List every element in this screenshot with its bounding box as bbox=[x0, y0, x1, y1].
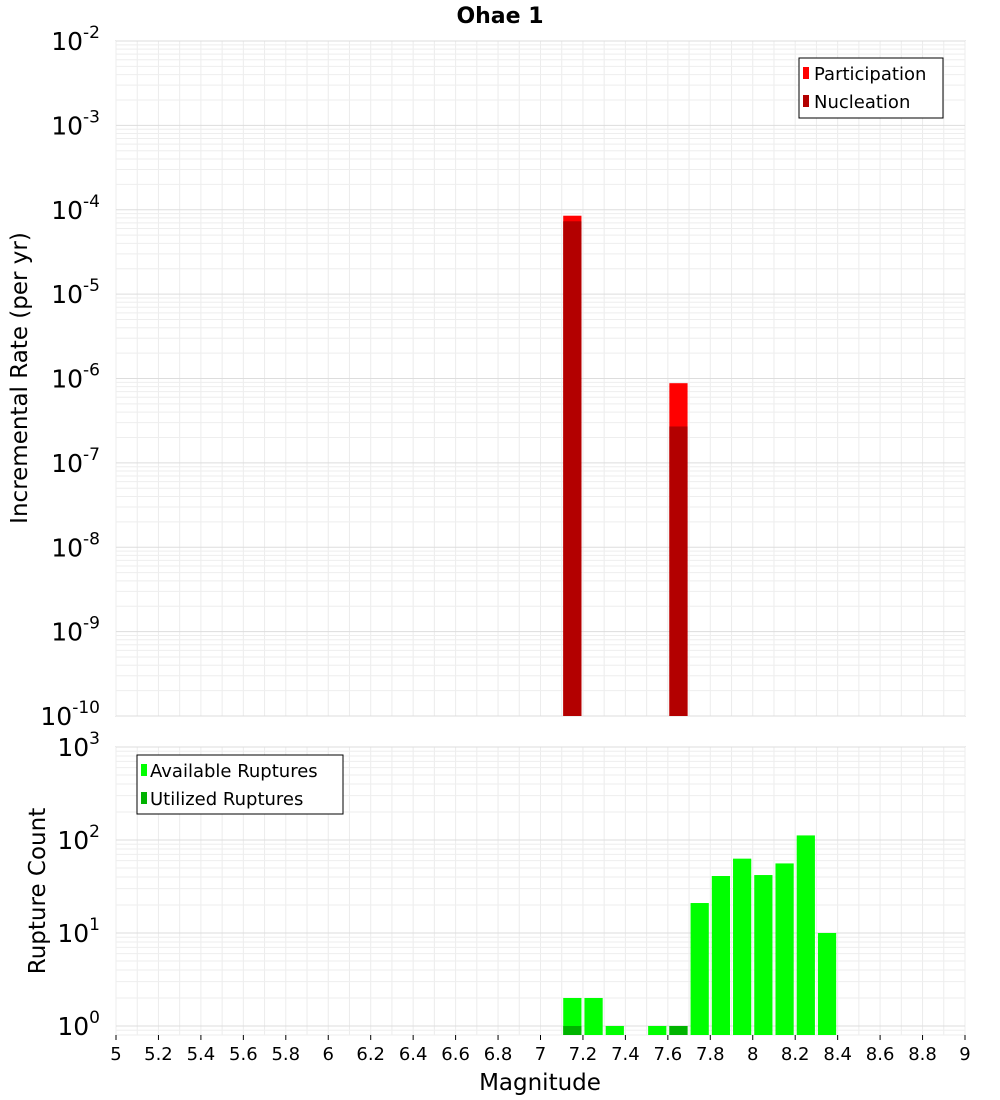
x-tick-label: 9 bbox=[959, 1044, 970, 1065]
magnitude-x-axis-title: Magnitude bbox=[479, 1070, 601, 1096]
available-ruptures-bar bbox=[711, 876, 731, 1035]
x-tick-label: 5.4 bbox=[187, 1044, 216, 1065]
rate-y-tick-label: 10-3 bbox=[51, 107, 100, 140]
utilized-ruptures-bar bbox=[563, 1025, 582, 1035]
x-tick-label: 6.4 bbox=[399, 1044, 428, 1065]
available-ruptures-bar bbox=[563, 997, 582, 1035]
rate-legend-box bbox=[798, 57, 944, 119]
rate-grid bbox=[115, 40, 966, 717]
rate-y-axis-title: Incremental Rate (per yr) bbox=[7, 232, 33, 524]
rate-bars bbox=[563, 215, 688, 717]
count-y-ticks: 100 101 102 103 bbox=[57, 729, 100, 1041]
x-tick-label: 7.6 bbox=[654, 1044, 683, 1065]
rate-y-tick-label: 10-8 bbox=[51, 529, 100, 562]
participation-legend-swatch bbox=[803, 67, 809, 79]
x-tick-label: 5.6 bbox=[229, 1044, 258, 1065]
chart-title: Ohae 1 bbox=[456, 4, 543, 29]
magnitude-x-ticks: 5 5.2 5.4 5.6 5.8 6 6.2 6.4 6.6 6.8 7 7.2 7.4 7.6 7.8 8… bbox=[110, 1035, 971, 1065]
x-tick-label: 6.2 bbox=[356, 1044, 385, 1065]
available-ruptures-bar bbox=[796, 835, 815, 1035]
participation-legend-label: Participation bbox=[814, 64, 926, 85]
count-y-tick-label: 101 bbox=[57, 915, 100, 948]
rate-y-ticks: 10-10 10-9 10-8 10-7 10-6 10-5 10-4 10-3 10-2 bbox=[40, 23, 100, 731]
count-y-tick-label: 100 bbox=[57, 1008, 100, 1041]
x-tick-label: 8 bbox=[747, 1044, 758, 1065]
x-tick-label: 6 bbox=[323, 1044, 334, 1065]
available-legend-label: Available Ruptures bbox=[150, 761, 318, 782]
rate-y-tick-label: 10-6 bbox=[51, 361, 100, 394]
x-tick-label: 5.8 bbox=[271, 1044, 300, 1065]
count-y-tick-label: 102 bbox=[57, 822, 100, 855]
available-ruptures-bar bbox=[733, 858, 752, 1035]
x-tick-label: 5 bbox=[110, 1044, 121, 1065]
available-ruptures-bar bbox=[605, 1025, 624, 1035]
available-ruptures-bar bbox=[754, 875, 773, 1035]
rate-y-tick-label: 10-4 bbox=[51, 192, 100, 225]
nucleation-bar bbox=[669, 426, 688, 716]
rate-y-tick-label: 10-7 bbox=[51, 445, 100, 478]
x-tick-label: 5.2 bbox=[144, 1044, 173, 1065]
rate-y-tick-label: 10-10 bbox=[40, 698, 100, 731]
rate-legend: Participation Nucleation bbox=[798, 57, 944, 119]
x-tick-label: 7.4 bbox=[611, 1044, 640, 1065]
x-tick-label: 6.8 bbox=[484, 1044, 513, 1065]
x-tick-label: 7.2 bbox=[569, 1044, 598, 1065]
nucleation-legend-label: Nucleation bbox=[814, 92, 910, 113]
count-panel: 100 101 102 103 5 5.2 5.4 5.6 5.8 6 6.2 6.4 6.6 6.8 7… bbox=[25, 729, 971, 1096]
count-y-tick-label: 103 bbox=[57, 729, 100, 762]
count-bars bbox=[563, 835, 837, 1035]
utilized-legend-label: Utilized Ruptures bbox=[150, 789, 303, 810]
rate-y-tick-label: 10-9 bbox=[51, 614, 100, 647]
utilized-legend-swatch bbox=[141, 792, 147, 804]
x-tick-label: 7.8 bbox=[696, 1044, 725, 1065]
utilized-ruptures-bar bbox=[669, 1025, 688, 1035]
available-legend-swatch bbox=[141, 764, 147, 776]
available-ruptures-bar bbox=[817, 932, 837, 1035]
available-ruptures-bar bbox=[775, 863, 794, 1035]
available-ruptures-bar bbox=[690, 903, 709, 1035]
available-ruptures-bar bbox=[648, 1025, 667, 1035]
count-y-axis-title: Rupture Count bbox=[25, 808, 51, 974]
rate-panel: 10-10 10-9 10-8 10-7 10-6 10-5 10-4 10-3 10-2 In… bbox=[7, 23, 966, 731]
x-tick-label: 8.2 bbox=[781, 1044, 810, 1065]
x-tick-label: 8.6 bbox=[866, 1044, 895, 1065]
available-ruptures-bar bbox=[584, 997, 603, 1035]
x-tick-label: 8.8 bbox=[908, 1044, 937, 1065]
x-tick-label: 8.4 bbox=[823, 1044, 852, 1065]
x-tick-label: 6.6 bbox=[441, 1044, 470, 1065]
rate-y-tick-label: 10-5 bbox=[51, 276, 100, 309]
nucleation-legend-swatch bbox=[803, 95, 809, 107]
x-tick-label: 7 bbox=[535, 1044, 546, 1065]
count-legend-box bbox=[136, 754, 344, 815]
count-legend: Available Ruptures Utilized Ruptures bbox=[136, 754, 344, 815]
rate-y-tick-label: 10-2 bbox=[51, 23, 100, 56]
nucleation-bar bbox=[563, 221, 582, 716]
